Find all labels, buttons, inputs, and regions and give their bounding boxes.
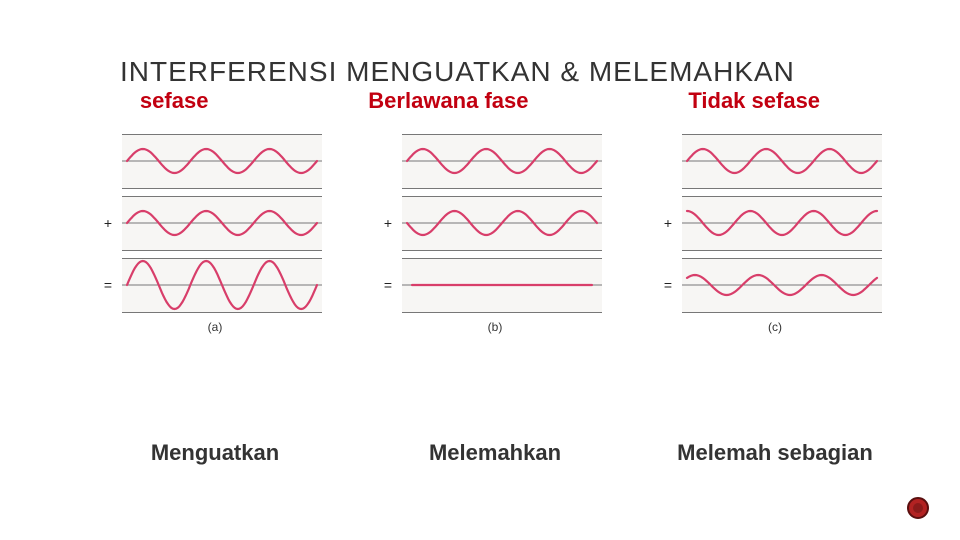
- plus-symbol-2: +: [660, 215, 676, 231]
- col-a-top-label: sefase: [140, 88, 209, 114]
- col-c-top-label: Tidak sefase: [688, 88, 820, 114]
- wave-mid-0: [122, 196, 322, 251]
- wave-mid-1: [402, 196, 602, 251]
- wave-result-2: [682, 258, 882, 313]
- bottom-labels-row: Menguatkan Melemahkan Melemah sebagian: [100, 440, 890, 466]
- panel-sublabel-1: (b): [380, 320, 610, 334]
- wave-column-0: + = (a): [100, 130, 330, 334]
- wave-top-1: [402, 134, 602, 189]
- col-c-bottom-label: Melemah sebagian: [660, 440, 890, 466]
- col-a-bottom-label: Menguatkan: [100, 440, 330, 466]
- page: INTERFERENSI MENGUATKAN & MELEMAHKAN sef…: [0, 0, 960, 540]
- wave-column-1: + = (b): [380, 130, 610, 334]
- plus-symbol-0: +: [100, 215, 116, 231]
- panel-sublabel-2: (c): [660, 320, 890, 334]
- panel-sublabel-0: (a): [100, 320, 330, 334]
- equals-symbol-2: =: [660, 277, 676, 293]
- equals-symbol-0: =: [100, 277, 116, 293]
- decorative-circle-icon: [906, 496, 930, 520]
- equals-symbol-1: =: [380, 277, 396, 293]
- page-title: INTERFERENSI MENGUATKAN & MELEMAHKAN: [120, 56, 795, 88]
- wave-mid-2: [682, 196, 882, 251]
- wave-result-0: [122, 258, 322, 313]
- wave-column-2: + = (c): [660, 130, 890, 334]
- wave-grid: + = (a) + = (b) + = (c): [100, 130, 890, 334]
- top-labels-row: sefase Berlawana fase Tidak sefase: [60, 88, 900, 114]
- wave-top-2: [682, 134, 882, 189]
- col-b-bottom-label: Melemahkan: [380, 440, 610, 466]
- plus-symbol-1: +: [380, 215, 396, 231]
- wave-top-0: [122, 134, 322, 189]
- wave-result-1: [402, 258, 602, 313]
- col-b-top-label: Berlawana fase: [368, 88, 528, 114]
